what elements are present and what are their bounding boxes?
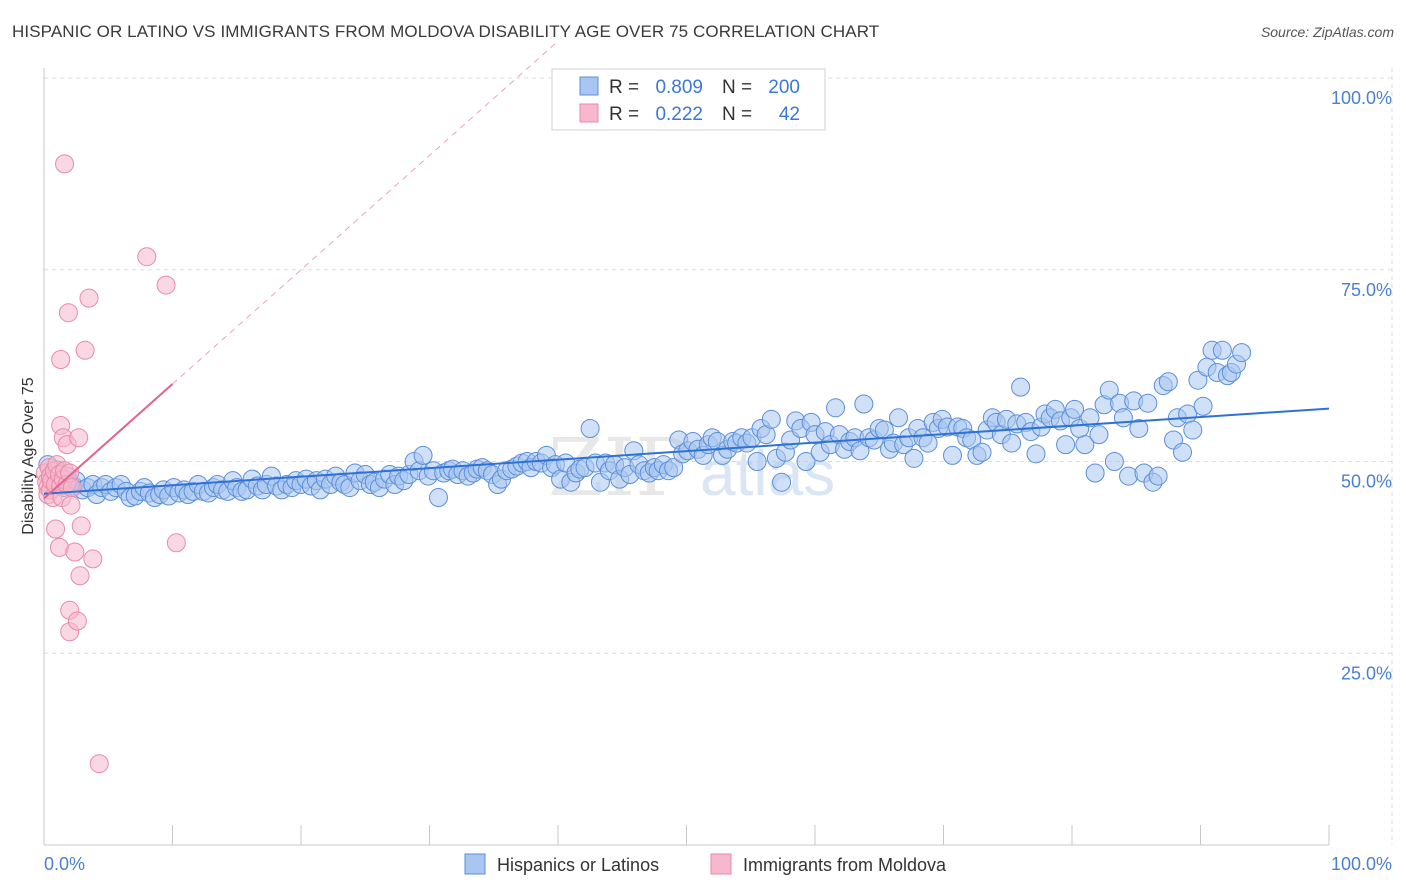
point-moldova <box>46 519 66 539</box>
trend-lines <box>43 40 1330 500</box>
legend-swatch-moldova <box>710 853 732 875</box>
legend-label-hispanics: Hispanics or Latinos <box>497 855 659 875</box>
point-moldova <box>62 478 82 498</box>
point-hispanics <box>1119 466 1139 486</box>
stats-n-value-pink: 42 <box>779 104 800 125</box>
point-hispanics <box>1089 425 1109 445</box>
stats-n-label-pink: N = <box>722 104 752 125</box>
stats-swatch-pink <box>579 103 599 123</box>
trend-line-moldova <box>43 383 174 500</box>
stats-swatch-blue <box>579 76 599 96</box>
point-hispanics <box>850 441 870 461</box>
point-moldova <box>70 566 90 586</box>
legend: Hispanics or Latinos Immigrants from Mol… <box>464 853 947 875</box>
x-tick-label-max: 100.0% <box>1331 854 1392 874</box>
y-axis-title: Disability Age Over 75 <box>20 377 37 535</box>
point-hispanics <box>1065 399 1085 419</box>
point-moldova <box>89 754 109 774</box>
x-tick-label-min: 0.0% <box>44 854 85 874</box>
point-moldova <box>69 428 89 448</box>
y-tick-label: 75.0% <box>1341 280 1392 300</box>
point-hispanics <box>1193 396 1213 416</box>
point-hispanics <box>796 452 816 471</box>
point-hispanics <box>1188 370 1208 390</box>
point-hispanics <box>1104 452 1124 471</box>
point-hispanics <box>904 448 924 468</box>
point-hispanics <box>1158 372 1178 392</box>
point-hispanics <box>1113 408 1133 428</box>
trend-line-moldova-extension <box>172 40 559 385</box>
stats-r-value-blue: 0.809 <box>655 77 703 98</box>
point-moldova <box>51 349 71 369</box>
point-hispanics <box>942 445 962 465</box>
point-moldova <box>71 516 91 536</box>
point-moldova <box>79 288 99 308</box>
stats-n-value-blue: 200 <box>768 77 800 98</box>
point-hispanics <box>1183 420 1203 440</box>
point-moldova <box>65 542 85 562</box>
point-hispanics <box>1026 444 1046 464</box>
point-hispanics <box>580 419 600 439</box>
stats-box: R = 0.809 N = 200 R = 0.222 N = 42 <box>551 68 826 131</box>
point-hispanics <box>747 452 767 471</box>
stats-r-value-pink: 0.222 <box>655 104 703 125</box>
point-hispanics <box>1056 435 1076 455</box>
point-moldova <box>58 303 78 323</box>
point-hispanics <box>854 394 874 414</box>
point-moldova <box>166 533 186 553</box>
point-moldova <box>55 154 75 174</box>
point-hispanics <box>1148 466 1168 486</box>
point-hispanics <box>1011 377 1031 397</box>
point-hispanics <box>772 472 792 492</box>
point-hispanics <box>1173 442 1193 462</box>
x-axis-ticks <box>172 825 1330 845</box>
point-hispanics <box>1212 340 1232 360</box>
point-hispanics <box>889 408 909 428</box>
point-hispanics <box>1075 435 1095 455</box>
y-axis-tick-labels: 100.0% 75.0% 50.0% 25.0% <box>1331 88 1392 683</box>
point-moldova <box>67 611 87 631</box>
point-hispanics <box>972 442 992 462</box>
point-moldova <box>61 495 81 515</box>
chart-title: HISPANIC OR LATINO VS IMMIGRANTS FROM MO… <box>12 22 880 41</box>
y-tick-label: 50.0% <box>1341 472 1392 492</box>
point-moldova <box>137 247 157 267</box>
point-hispanics <box>918 433 938 453</box>
point-hispanics <box>1085 463 1105 483</box>
point-hispanics <box>1002 433 1022 453</box>
series-moldova-points <box>35 154 186 774</box>
point-hispanics <box>1080 408 1100 428</box>
point-moldova <box>75 340 95 360</box>
point-hispanics <box>1138 393 1158 413</box>
stats-r-label-blue: R = <box>609 77 639 98</box>
point-hispanics <box>1099 380 1119 400</box>
point-moldova <box>83 549 103 569</box>
y-tick-label: 100.0% <box>1331 88 1392 108</box>
point-hispanics <box>664 458 684 478</box>
point-hispanics <box>1129 419 1149 439</box>
point-hispanics <box>428 488 448 508</box>
stats-r-label-pink: R = <box>609 104 639 125</box>
point-hispanics <box>761 409 781 429</box>
source-label: Source: ZipAtlas.com <box>1260 24 1394 40</box>
point-hispanics <box>826 398 846 418</box>
y-tick-label: 25.0% <box>1341 663 1392 683</box>
point-hispanics <box>413 445 433 465</box>
trend-line-hispanics <box>43 407 1330 495</box>
point-hispanics <box>874 420 894 440</box>
point-hispanics <box>1232 343 1252 363</box>
legend-label-moldova: Immigrants from Moldova <box>743 855 947 875</box>
stats-n-label-blue: N = <box>722 77 752 98</box>
point-moldova <box>156 275 176 295</box>
legend-swatch-hispanics <box>464 853 486 875</box>
